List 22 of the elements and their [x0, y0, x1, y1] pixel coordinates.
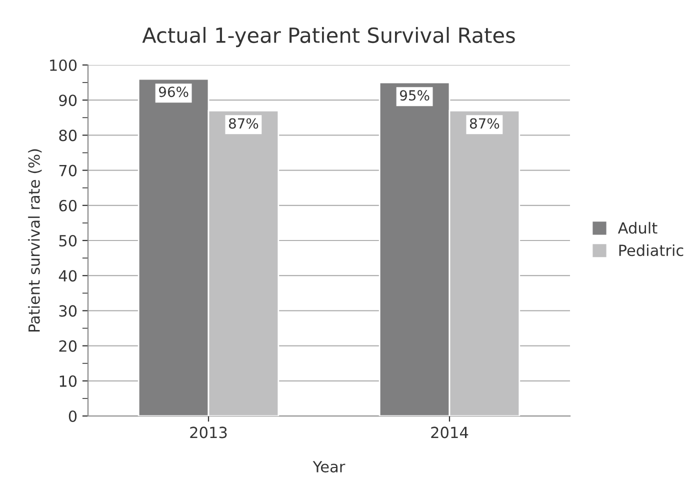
y-tick-label: 70 [59, 164, 77, 176]
data-label: 95% [400, 90, 430, 101]
x-tick-label: 2014 [431, 426, 468, 438]
y-axis-title: Patient survival rate (%) [28, 149, 42, 332]
y-tick-label: 0 [68, 410, 77, 422]
y-tick-label: 80 [59, 130, 77, 142]
y-tick-label: 90 [59, 94, 77, 106]
data-label: 87% [470, 118, 500, 129]
y-tick-label: 20 [59, 340, 77, 352]
data-label: 87% [228, 118, 258, 129]
legend-label: Pediatric [619, 244, 684, 256]
x-axis-title: Year [312, 461, 346, 472]
y-tick-label: 30 [59, 305, 77, 317]
y-tick-label: 60 [59, 200, 77, 212]
chart-title: Actual 1-year Patient Survival Rates [142, 26, 515, 48]
y-tick-label: 50 [59, 234, 77, 247]
legend-label: Adult [618, 222, 658, 234]
x-tick-label: 2013 [190, 426, 227, 438]
y-tick-label: 10 [60, 375, 77, 387]
y-tick-label: 100 [50, 59, 77, 72]
data-label: 96% [158, 86, 188, 98]
y-tick-label: 40 [58, 270, 77, 282]
